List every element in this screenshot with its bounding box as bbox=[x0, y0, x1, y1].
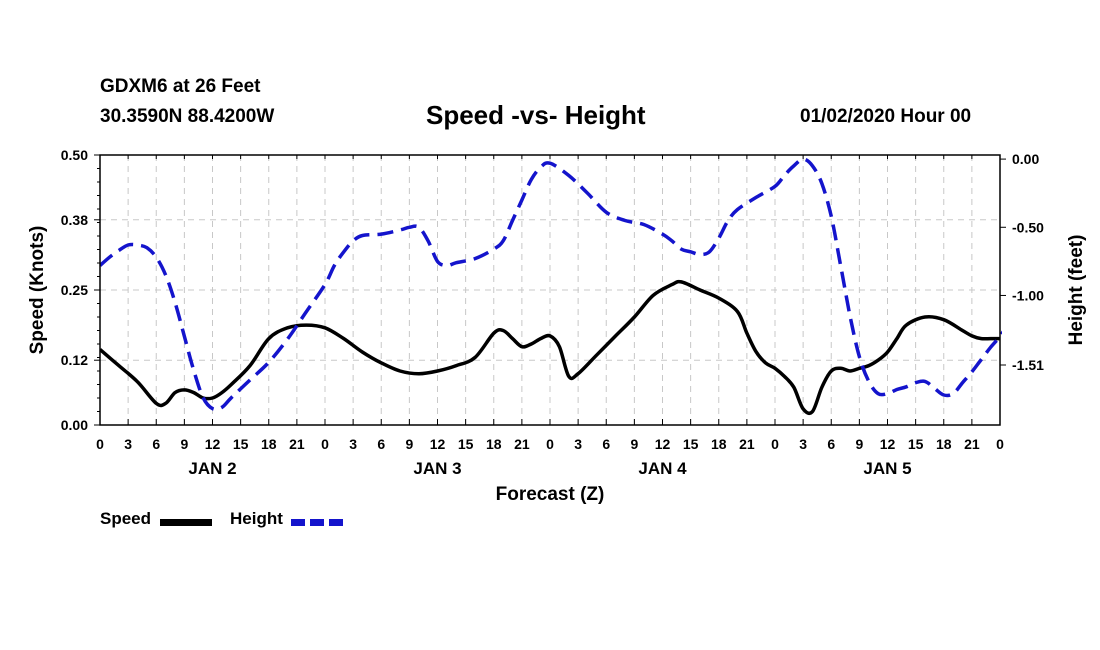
x-tick-label: 21 bbox=[514, 436, 530, 452]
day-label: JAN 3 bbox=[413, 459, 461, 478]
x-tick-label: 12 bbox=[655, 436, 671, 452]
x-tick-label: 18 bbox=[261, 436, 277, 452]
x-tick-label: 15 bbox=[683, 436, 699, 452]
series-height-line bbox=[100, 157, 1002, 412]
y-right-tick-label: -1.00 bbox=[1012, 287, 1044, 303]
x-tick-label: 9 bbox=[180, 436, 188, 452]
x-tick-label: 0 bbox=[996, 436, 1004, 452]
x-tick-label: 6 bbox=[152, 436, 160, 452]
y-left-tick-label: 0.00 bbox=[61, 417, 88, 433]
legend-speed-label: Speed bbox=[100, 509, 152, 528]
station-label: GDXM6 at 26 Feet bbox=[100, 76, 261, 97]
day-label: JAN 2 bbox=[188, 459, 236, 478]
y-axis-left-label: Speed (Knots) bbox=[27, 226, 48, 355]
x-tick-label: 9 bbox=[405, 436, 413, 452]
axes-layer: 0 3 6 9 12 15 18 21 0 3 6 9 12 15 18 21 0 3 6 9 12 15 18 21 0 3 6 9… bbox=[61, 147, 1044, 478]
x-tick-label: 0 bbox=[771, 436, 779, 452]
x-tick-label: 0 bbox=[96, 436, 104, 452]
x-tick-label: 3 bbox=[124, 436, 132, 452]
y-right-tick-label: -1.51 bbox=[1012, 357, 1044, 373]
x-tick-label: 9 bbox=[855, 436, 863, 452]
forecast-date-label: 01/02/2020 Hour 00 bbox=[800, 106, 972, 127]
x-tick-label: 12 bbox=[430, 436, 446, 452]
x-tick-label: 3 bbox=[574, 436, 582, 452]
x-tick-label: 15 bbox=[233, 436, 249, 452]
x-tick-label: 3 bbox=[349, 436, 357, 452]
y-right-tick-label: -0.50 bbox=[1012, 219, 1044, 235]
chart-title: Speed -vs- Height bbox=[426, 100, 646, 130]
x-tick-label: 18 bbox=[936, 436, 952, 452]
x-tick-label: 0 bbox=[546, 436, 554, 452]
x-tick-label: 0 bbox=[321, 436, 329, 452]
x-tick-label: 6 bbox=[827, 436, 835, 452]
y-right-tick-label: 0.00 bbox=[1012, 151, 1039, 167]
x-axis-label: Forecast (Z) bbox=[496, 484, 605, 505]
y-left-tick-label: 0.38 bbox=[61, 212, 88, 228]
x-tick-label: 18 bbox=[486, 436, 502, 452]
coordinates-label: 30.3590N 88.4200W bbox=[100, 106, 275, 127]
y-axis-right-label: Height (feet) bbox=[1066, 235, 1087, 346]
series-clip-group bbox=[100, 157, 1002, 416]
legend-speed-swatch bbox=[160, 519, 212, 526]
x-tick-label: 12 bbox=[880, 436, 896, 452]
x-tick-label: 15 bbox=[908, 436, 924, 452]
x-tick-label: 21 bbox=[739, 436, 755, 452]
x-tick-label: 21 bbox=[964, 436, 980, 452]
x-tick-label: 18 bbox=[711, 436, 727, 452]
series-speed-line bbox=[100, 279, 1000, 416]
x-tick-label: 21 bbox=[289, 436, 305, 452]
y-left-tick-label: 0.25 bbox=[61, 282, 88, 298]
grid-lines bbox=[100, 155, 1000, 425]
day-label: JAN 4 bbox=[638, 459, 687, 478]
y-left-tick-label: 0.12 bbox=[61, 352, 88, 368]
day-label: JAN 5 bbox=[863, 459, 911, 478]
legend-height-label: Height bbox=[230, 509, 283, 528]
x-tick-label: 9 bbox=[630, 436, 638, 452]
x-tick-label: 15 bbox=[458, 436, 474, 452]
x-tick-label: 6 bbox=[602, 436, 610, 452]
x-tick-label: 12 bbox=[205, 436, 221, 452]
legend-height-swatch bbox=[291, 519, 343, 526]
x-tick-label: 6 bbox=[377, 436, 385, 452]
y-left-tick-label: 0.50 bbox=[61, 147, 88, 163]
x-tick-label: 3 bbox=[799, 436, 807, 452]
series-layer bbox=[100, 157, 1002, 416]
